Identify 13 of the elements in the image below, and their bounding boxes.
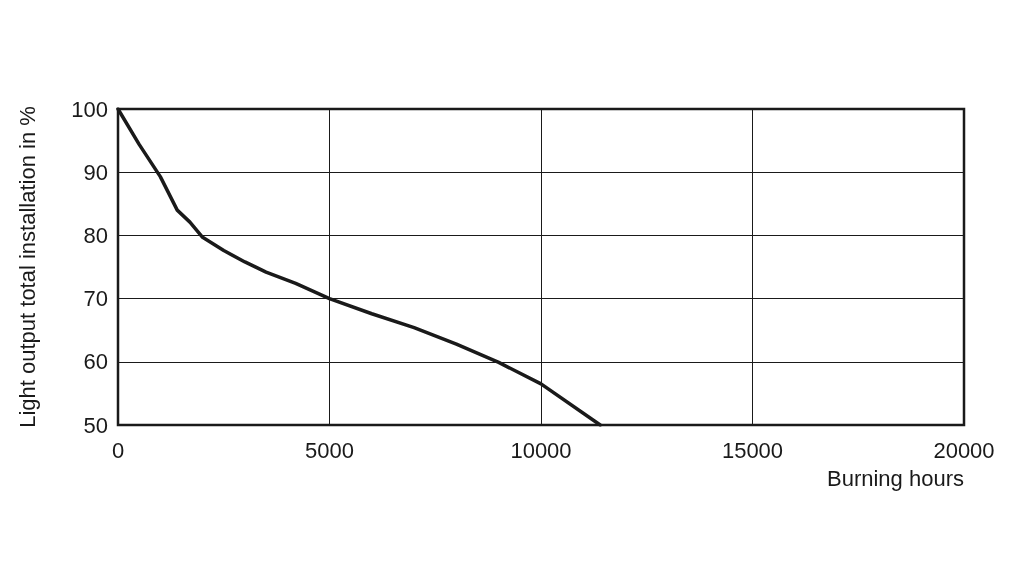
y-tick-label: 70 <box>83 286 108 312</box>
x-tick-label: 0 <box>111 437 125 463</box>
x-tick-label: 10000 <box>510 437 572 463</box>
y-tick-label: 80 <box>83 222 108 248</box>
y-tick-label: 90 <box>83 159 108 185</box>
x-tick-label: 15000 <box>721 437 784 463</box>
y-tick-label: 50 <box>83 412 108 438</box>
x-tick-label: 20000 <box>933 437 995 463</box>
x-axis-title: Burning hours <box>827 465 964 491</box>
y-tick-label: 60 <box>83 349 108 375</box>
y-tick-label: 100 <box>71 96 108 122</box>
x-tick-label: 5000 <box>305 437 354 463</box>
y-axis-title: Light output total installation in % <box>14 106 40 428</box>
